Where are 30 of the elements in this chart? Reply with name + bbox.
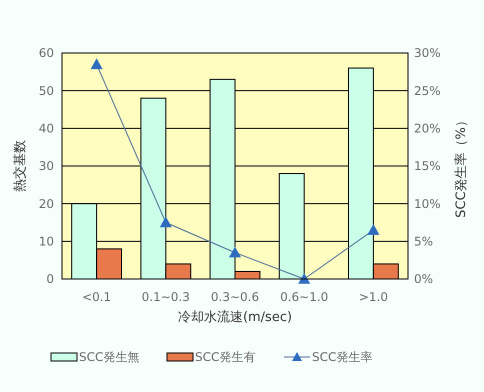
y2-tick-label: 25%	[414, 84, 441, 98]
y2-tick-label: 30%	[414, 46, 441, 60]
x-axis-title: 冷却水流速(m/sec)	[178, 309, 292, 325]
y-tick-label: 30	[38, 159, 54, 174]
y-tick-label: 60	[38, 46, 54, 60]
y2-tick-label: 0%	[414, 272, 434, 286]
y2-tick-label: 20%	[414, 122, 441, 136]
legend-label: SCC発生有	[195, 350, 256, 364]
legend-label: SCC発生率	[312, 350, 372, 364]
y2-tick-label: 10%	[414, 196, 441, 211]
point	[229, 246, 241, 258]
point	[367, 224, 380, 235]
point	[298, 273, 310, 284]
y2-axis-title: SCC発生率（%）	[453, 114, 469, 218]
x-tick-label: <0.1	[82, 290, 112, 304]
x-tick-label: 0.1~0.3	[142, 290, 190, 304]
legend-label: SCC発生無	[79, 350, 140, 364]
y-tick-label: 20	[38, 196, 54, 211]
y-axis-title: 熱交基数	[12, 140, 28, 192]
point	[90, 58, 103, 70]
y2-tick-label: 15%	[414, 159, 441, 174]
point	[160, 216, 172, 228]
x-tick-label: 0.6~1.0	[280, 290, 328, 304]
y-tick-label: 40	[38, 122, 54, 136]
y2-tick-label: 5%	[414, 234, 434, 249]
y-tick-label: 50	[38, 84, 54, 98]
x-tick-label: 0.3~0.6	[210, 290, 260, 304]
y-tick-label: 0	[46, 272, 54, 286]
x-tick-label: >1.0	[358, 290, 388, 304]
y-tick-label: 10	[38, 234, 54, 249]
